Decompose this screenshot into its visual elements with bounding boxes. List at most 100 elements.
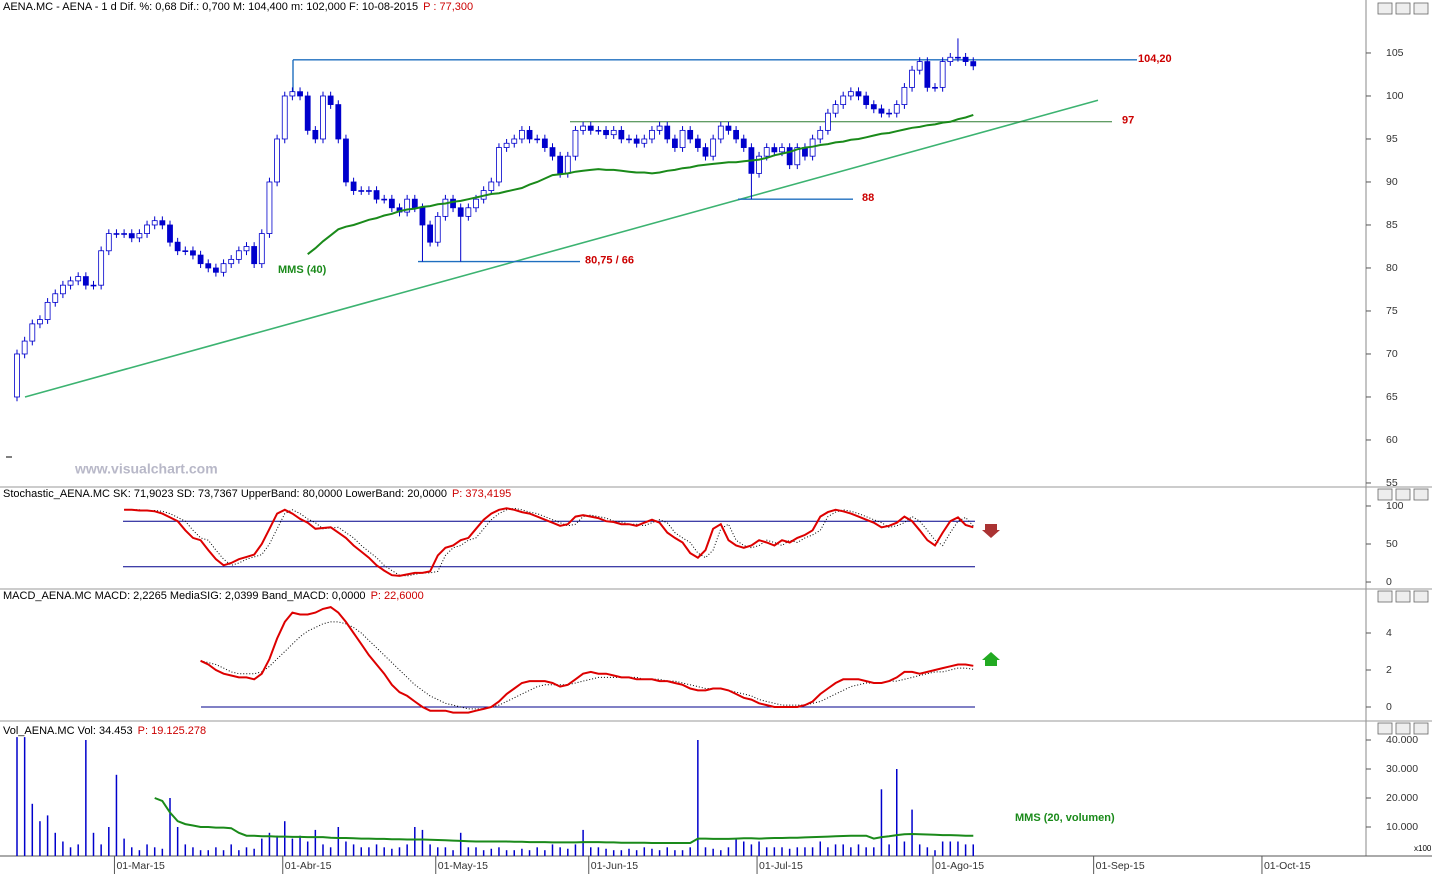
volume-bar bbox=[934, 850, 936, 856]
volume-bar bbox=[452, 850, 454, 856]
panel-title: MACD_AENA.MC MACD: 2,2265 MediaSIG: 2,03… bbox=[3, 590, 366, 602]
candle-body bbox=[534, 138, 541, 141]
candle-body bbox=[434, 215, 441, 243]
volume-bar bbox=[475, 847, 477, 856]
volume-bar bbox=[574, 844, 577, 856]
x-tick-label: 01-May-15 bbox=[438, 860, 488, 872]
volume-bar bbox=[612, 850, 615, 856]
candle-body bbox=[404, 198, 411, 213]
maximize-button[interactable] bbox=[1395, 722, 1411, 735]
volume-bar bbox=[842, 844, 844, 856]
volume-bar bbox=[108, 827, 110, 856]
volume-bar bbox=[521, 848, 523, 856]
candle-body bbox=[840, 95, 847, 105]
candle-body bbox=[740, 138, 747, 148]
candle-body bbox=[947, 56, 954, 62]
y-tick-label: 100 bbox=[1386, 500, 1404, 512]
x-tick-label: 01-Mar-15 bbox=[116, 860, 165, 872]
minimize-button[interactable] bbox=[1377, 722, 1393, 735]
maximize-button[interactable] bbox=[1395, 2, 1411, 15]
close-button[interactable] bbox=[1413, 590, 1429, 603]
volume-bar bbox=[964, 844, 967, 856]
close-button[interactable] bbox=[1413, 2, 1429, 15]
close-button[interactable] bbox=[1413, 722, 1429, 735]
volume-bar bbox=[773, 847, 776, 856]
candle-body bbox=[312, 129, 319, 140]
y-tick-label: 100 bbox=[1386, 90, 1404, 102]
volume-bar bbox=[398, 847, 401, 856]
candle-body bbox=[641, 138, 648, 144]
volume-average bbox=[154, 797, 974, 844]
volume-bar bbox=[85, 740, 87, 856]
candle-body bbox=[388, 198, 395, 209]
candle-body bbox=[52, 293, 59, 303]
volume-bar bbox=[635, 850, 638, 856]
candle-body bbox=[572, 129, 579, 157]
candle-body bbox=[197, 254, 204, 265]
volume-bar bbox=[620, 850, 623, 856]
volume-bar bbox=[903, 841, 906, 856]
candle-body bbox=[281, 95, 288, 140]
volume-bar bbox=[69, 847, 72, 856]
volume-bar bbox=[590, 847, 592, 856]
minimize-button[interactable] bbox=[1377, 590, 1393, 603]
candle-body bbox=[970, 61, 977, 67]
volume-bar bbox=[375, 844, 378, 856]
y-tick-label: 95 bbox=[1386, 133, 1398, 145]
volume-bar bbox=[551, 844, 554, 856]
y-tick-label: 90 bbox=[1386, 176, 1398, 188]
trendline bbox=[24, 99, 1099, 398]
volume-bar bbox=[184, 844, 187, 856]
volume-bar bbox=[222, 850, 225, 856]
volume-bar bbox=[459, 832, 462, 856]
candle-body bbox=[465, 207, 472, 217]
candle-body bbox=[679, 129, 686, 148]
volume-bar bbox=[888, 844, 890, 856]
close-button[interactable] bbox=[1413, 488, 1429, 501]
volume-bar bbox=[498, 847, 500, 856]
volume-bar bbox=[681, 850, 684, 856]
maximize-button[interactable] bbox=[1395, 488, 1411, 501]
volume-bar bbox=[811, 847, 814, 856]
volume-bar bbox=[161, 848, 164, 856]
volume-bar bbox=[54, 832, 56, 856]
x-tick-label: 01-Abr-15 bbox=[285, 860, 332, 872]
volume-bar bbox=[697, 740, 699, 856]
volume-bar bbox=[972, 844, 974, 856]
candle-body bbox=[511, 138, 518, 144]
candle-body bbox=[128, 233, 135, 239]
y-tick-label: 30.000 bbox=[1386, 763, 1418, 775]
minimize-button[interactable] bbox=[1377, 488, 1393, 501]
moving-average bbox=[307, 113, 974, 255]
panel-title: Stochastic_AENA.MC SK: 71,9023 SD: 73,73… bbox=[3, 488, 447, 500]
candle-body bbox=[503, 142, 510, 148]
candle-body bbox=[327, 95, 334, 105]
volume-bar bbox=[957, 841, 959, 856]
candle-body bbox=[304, 95, 311, 131]
minimize-button[interactable] bbox=[1377, 2, 1393, 15]
candle-body bbox=[893, 104, 900, 114]
candle-body bbox=[664, 125, 671, 140]
volume-bar bbox=[765, 847, 768, 856]
volume-bar bbox=[750, 844, 753, 856]
indicator-line bbox=[200, 606, 974, 714]
candle-body bbox=[519, 129, 525, 140]
maximize-button[interactable] bbox=[1395, 590, 1411, 603]
volume-bar bbox=[16, 737, 18, 856]
candle-body bbox=[878, 108, 885, 114]
volume-bar bbox=[192, 847, 194, 856]
volume-bar bbox=[153, 847, 156, 856]
volume-bar bbox=[796, 847, 799, 856]
volume-bar bbox=[827, 847, 829, 856]
candle-body bbox=[381, 198, 388, 201]
candle-body bbox=[694, 138, 701, 148]
level-label: 88 bbox=[862, 192, 874, 204]
candle-body bbox=[60, 284, 66, 295]
volume-bar bbox=[207, 850, 209, 856]
header-price: P : 77,300 bbox=[423, 1, 473, 13]
volume-bar bbox=[131, 847, 133, 856]
volume-bar bbox=[788, 848, 791, 856]
candle-body bbox=[541, 138, 548, 148]
candle-body bbox=[228, 258, 235, 265]
